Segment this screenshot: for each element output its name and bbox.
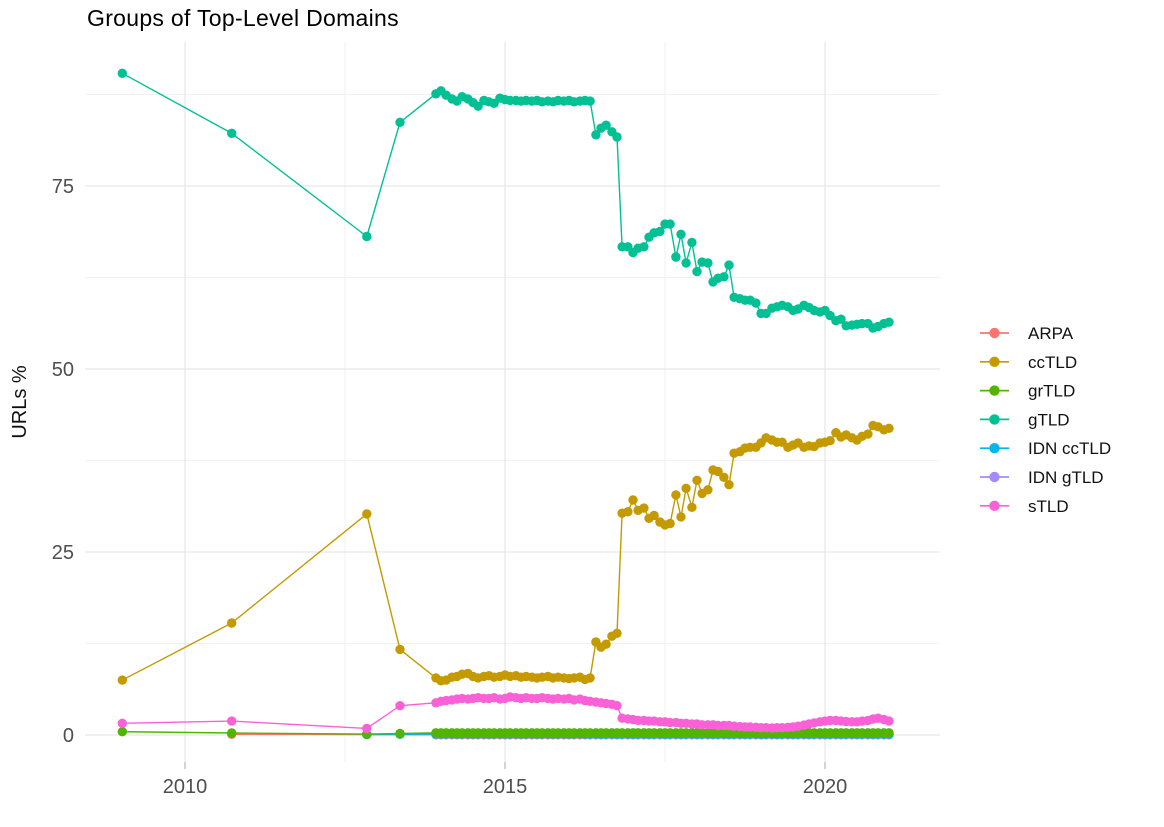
legend-key-dot-cctld — [989, 356, 1000, 367]
series-cctld-point — [585, 673, 595, 683]
series-gtld-point — [724, 260, 734, 270]
series-cctld — [117, 420, 894, 686]
series-cctld-point — [601, 639, 611, 649]
series-stld-point — [117, 718, 128, 728]
series-gtld-point — [395, 117, 405, 128]
legend-label-arpa: ARPA — [1028, 324, 1074, 343]
series-grtld — [117, 727, 894, 739]
legend-item-arpa: ARPA — [980, 324, 1074, 343]
series-cctld-point — [639, 503, 649, 513]
series-cctld-point — [649, 510, 659, 521]
legend-item-cctld: ccTLD — [980, 353, 1077, 372]
series-grtld-point — [227, 728, 237, 738]
legend-key-dot-idn-cctld — [989, 443, 1000, 454]
legend-key-dot-grtld — [989, 385, 1000, 396]
series-stld-point — [884, 716, 894, 726]
series-cctld-line — [121, 424, 890, 682]
series-cctld-point — [719, 472, 729, 482]
series-cctld-point — [671, 490, 681, 500]
series-grtld-point — [395, 728, 405, 739]
y-tick-label-50: 50 — [52, 359, 74, 381]
series-gtld-point — [671, 252, 681, 262]
x-tick-label-2015: 2015 — [483, 776, 528, 798]
series-gtld-point — [612, 132, 622, 142]
series-gtld-point — [703, 258, 713, 268]
y-tick-label-75: 75 — [52, 176, 74, 198]
series-cctld-point — [227, 618, 237, 628]
series-gtld-point — [719, 272, 729, 282]
series-gtld-point — [639, 242, 649, 252]
legend-item-gtld: gTLD — [980, 410, 1070, 429]
legend: ARPA ccTLD grTLD gTLD IDN ccTLD IDN gTLD sTLD — [980, 324, 1111, 516]
series-grtld-point — [117, 727, 128, 737]
series-cctld-point — [713, 466, 723, 477]
series-stld-point — [227, 716, 237, 726]
legend-label-idn-cctld: IDN ccTLD — [1028, 439, 1111, 458]
legend-item-idn-gtld: IDN gTLD — [980, 468, 1104, 487]
series-cctld-point — [687, 502, 697, 512]
series-gtld-point — [884, 317, 894, 327]
series-gtld-point — [681, 258, 691, 268]
plot-title: Groups of Top-Level Domains — [87, 5, 399, 31]
series-stld-point — [612, 701, 622, 711]
legend-label-cctld: ccTLD — [1028, 353, 1077, 372]
series-cctld-point — [863, 429, 873, 439]
series-gtld-line — [121, 72, 890, 329]
series-cctld-point — [395, 644, 405, 655]
series-gtld-point — [665, 219, 675, 229]
series-gtld-point — [692, 266, 702, 277]
series-gtld-point — [601, 120, 611, 130]
series-cctld-point — [676, 512, 686, 522]
series-cctld-point — [692, 475, 702, 485]
x-tick-label-2020: 2020 — [803, 776, 848, 798]
legend-key-dot-arpa — [989, 327, 1000, 339]
series-cctld-point — [703, 485, 713, 495]
legend-label-stld: sTLD — [1028, 497, 1069, 516]
series-gtld-point — [591, 130, 601, 140]
series-gtld-point — [836, 314, 846, 324]
plot-layer — [85, 42, 940, 769]
series-cctld-point — [362, 509, 372, 519]
y-tick-label-25: 25 — [52, 542, 74, 564]
series-gtld-point — [687, 237, 697, 248]
legend-key-dot-stld — [989, 500, 1000, 511]
legend-key-dot-idn-gtld — [989, 471, 1000, 483]
series-stld-point — [362, 723, 372, 734]
series-gtld-point — [473, 101, 483, 111]
series-cctld-point — [623, 507, 633, 517]
series-cctld-point — [117, 675, 128, 685]
series-cctld-point — [825, 436, 835, 446]
series-gtld-point — [117, 68, 128, 79]
series-stld — [117, 692, 894, 734]
series-cctld-point — [628, 495, 638, 505]
series-cctld-point — [665, 518, 675, 529]
series-cctld-point — [612, 628, 622, 638]
y-tick-label-0: 0 — [63, 725, 74, 747]
y-axis-title: URLs % — [9, 365, 31, 439]
x-tick-label-2010: 2010 — [163, 776, 208, 798]
legend-label-grtld: grTLD — [1028, 382, 1075, 401]
legend-label-gtld: gTLD — [1028, 410, 1070, 429]
series-gtld-point — [751, 298, 761, 308]
legend-item-stld: sTLD — [980, 497, 1069, 516]
series-gtld-point — [227, 128, 237, 138]
series-gtld-point — [585, 96, 595, 106]
series-cctld-point — [884, 423, 894, 433]
series-cctld-point — [681, 483, 691, 493]
legend-key-dot-gtld — [989, 414, 1000, 425]
series-gtld — [117, 68, 894, 333]
series-cctld-point — [724, 480, 734, 490]
series-stld-point — [395, 701, 405, 711]
legend-item-idn-cctld: IDN ccTLD — [980, 439, 1111, 458]
series-grtld-point — [884, 728, 894, 738]
series-gtld-point — [362, 231, 372, 242]
legend-item-grtld: grTLD — [980, 382, 1075, 401]
series-gtld-point — [655, 226, 665, 237]
series-gtld-point — [676, 229, 686, 239]
legend-label-idn-gtld: IDN gTLD — [1028, 468, 1104, 487]
